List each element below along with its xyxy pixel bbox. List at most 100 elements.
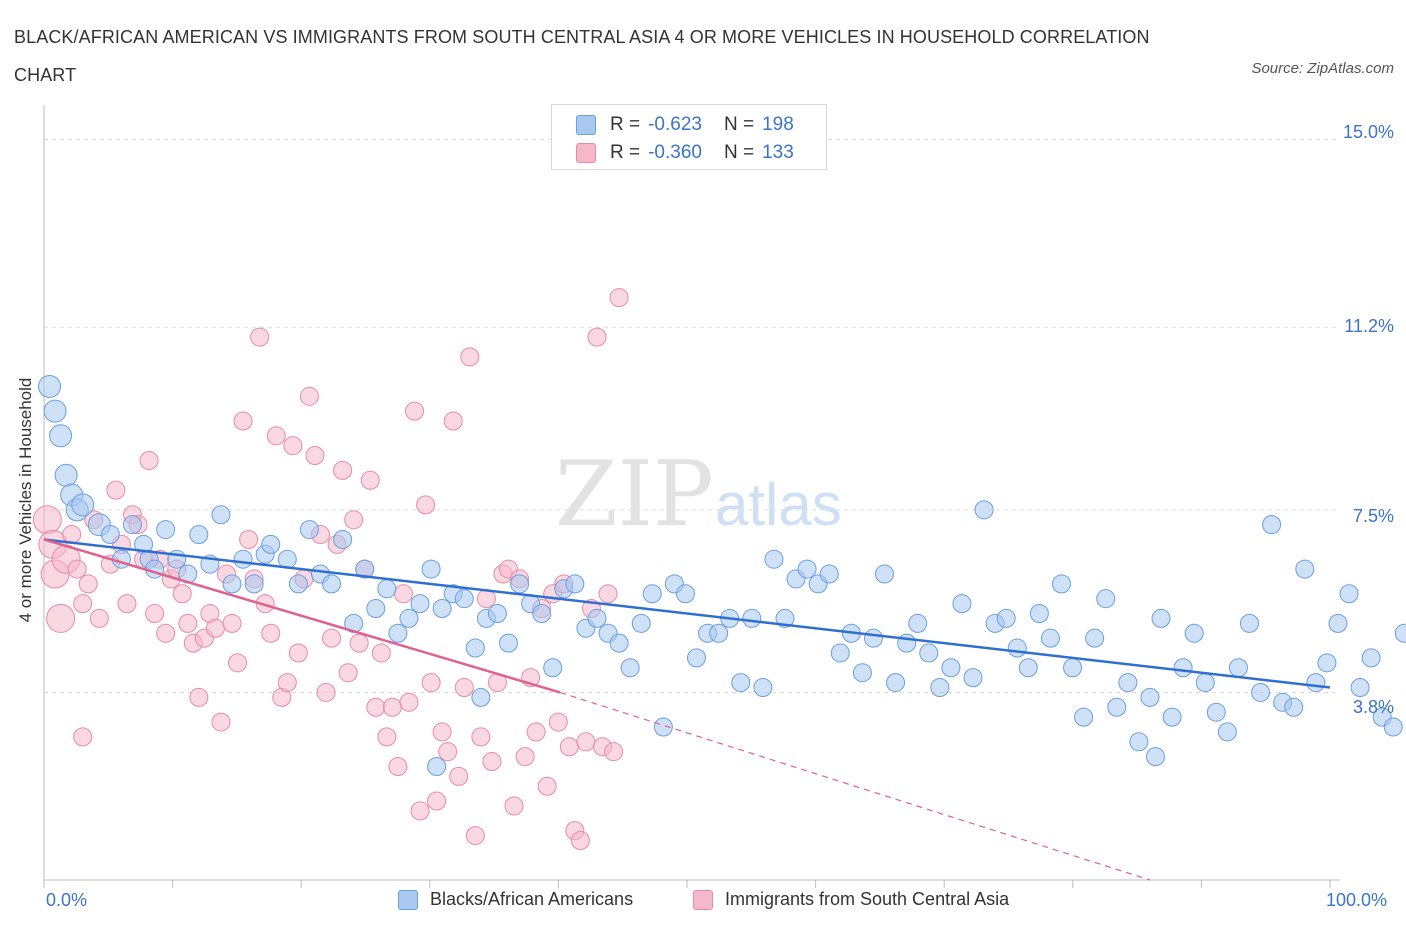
pink-point: [427, 791, 447, 811]
blue-point: [1063, 658, 1083, 678]
blue-point: [1129, 732, 1149, 752]
pink-point: [388, 756, 408, 776]
blue-point: [54, 463, 78, 487]
blue-point: [1361, 648, 1381, 668]
pink-point: [371, 643, 391, 663]
blue-point: [122, 515, 142, 535]
blue-point: [543, 658, 563, 678]
chart-title: BLACK/AFRICAN AMERICAN VS IMMIGRANTS FRO…: [14, 27, 1150, 85]
correlation-legend: R = -0.623 N = 198 R = -0.360 N = 133: [551, 104, 827, 170]
legend-swatch-pink: [576, 143, 596, 163]
legend-label-blue: Blacks/African Americans: [430, 889, 634, 909]
blue-point: [731, 673, 751, 693]
blue-point: [299, 520, 319, 540]
blue-point: [1262, 515, 1282, 535]
pink-point: [333, 460, 353, 480]
pink-point: [454, 678, 474, 698]
pink-point: [205, 618, 225, 638]
pink-point: [233, 411, 253, 431]
pink-point: [570, 831, 590, 851]
pink-point: [471, 727, 491, 747]
blue-point: [1251, 682, 1271, 702]
blue-point: [952, 594, 972, 614]
blue-point: [1107, 697, 1127, 717]
blue-point: [222, 574, 242, 594]
pink-point: [349, 633, 369, 653]
blue-point: [465, 638, 485, 658]
series-legend-blue: Blacks/African Americans: [398, 889, 633, 910]
blue-point: [421, 559, 441, 579]
blue-point: [1394, 623, 1406, 643]
blue-point: [1217, 722, 1237, 742]
blue-point: [797, 559, 817, 579]
pink-point: [360, 470, 380, 490]
legend-n-value: 133: [762, 142, 794, 163]
watermark-atlas: atlas: [715, 471, 842, 538]
pink-point: [609, 288, 629, 308]
blue-point: [1029, 603, 1049, 623]
blue-point: [1118, 673, 1138, 693]
source-label: Source: ZipAtlas.com: [1251, 60, 1394, 77]
blue-point: [366, 599, 386, 619]
blue-point: [454, 589, 474, 609]
blue-point: [1184, 623, 1204, 643]
pink-point: [189, 687, 209, 707]
blue-point: [1195, 673, 1215, 693]
blue-point: [410, 594, 430, 614]
pink-point: [316, 682, 336, 702]
blue-point: [156, 520, 176, 540]
y-tick-label-3: 3.8%: [1352, 697, 1394, 717]
pink-point: [416, 495, 436, 515]
blue-point: [38, 374, 62, 398]
blue-point: [687, 648, 707, 668]
blue-point: [71, 493, 95, 517]
pink-point: [299, 386, 319, 406]
legend-n-label: N =: [723, 142, 755, 163]
blue-point: [377, 579, 397, 599]
pink-point: [559, 737, 579, 757]
y-tick-label-7: 7.5%: [1352, 506, 1394, 526]
y-tick-label-11: 11.2%: [1344, 316, 1394, 336]
blue-point: [211, 505, 231, 525]
pink-point: [504, 796, 524, 816]
pink-point: [449, 766, 469, 786]
legend-n-label: N =: [723, 114, 755, 135]
blue-point: [1007, 638, 1027, 658]
pink-point: [587, 327, 607, 347]
blue-point: [244, 574, 264, 594]
legend-swatch-pink: [693, 889, 713, 910]
pink-point: [211, 712, 231, 732]
pink-point: [438, 742, 458, 762]
blue-point: [399, 608, 419, 628]
pink-point: [73, 594, 93, 614]
x-tick-label-max: 100.0%: [1326, 890, 1388, 910]
legend-n-value: 198: [762, 114, 794, 135]
pink-point: [344, 510, 364, 530]
blue-point: [261, 534, 281, 554]
x-tick-label-min: 0.0%: [46, 890, 88, 910]
blue-point: [1096, 589, 1116, 609]
legend-swatch-blue: [576, 115, 596, 135]
blue-point: [631, 613, 651, 633]
pink-point: [410, 801, 430, 821]
blue-point: [1162, 707, 1182, 727]
pink-point: [421, 673, 441, 693]
blue-point: [1317, 653, 1337, 673]
blue-point: [100, 525, 120, 545]
blue-point: [1295, 559, 1315, 579]
blue-point: [322, 574, 342, 594]
blue-point: [487, 603, 507, 623]
blue-point: [1145, 747, 1165, 767]
pink-point: [305, 446, 325, 466]
pink-point: [548, 712, 568, 732]
blue-point: [510, 574, 530, 594]
pink-point: [393, 584, 413, 604]
blue-point: [1151, 608, 1171, 628]
blue-point: [499, 633, 519, 653]
pink-point: [526, 722, 546, 742]
pink-point: [228, 653, 248, 673]
blue-point: [1074, 707, 1094, 727]
blue-point: [974, 500, 994, 520]
blue-point: [1040, 628, 1060, 648]
